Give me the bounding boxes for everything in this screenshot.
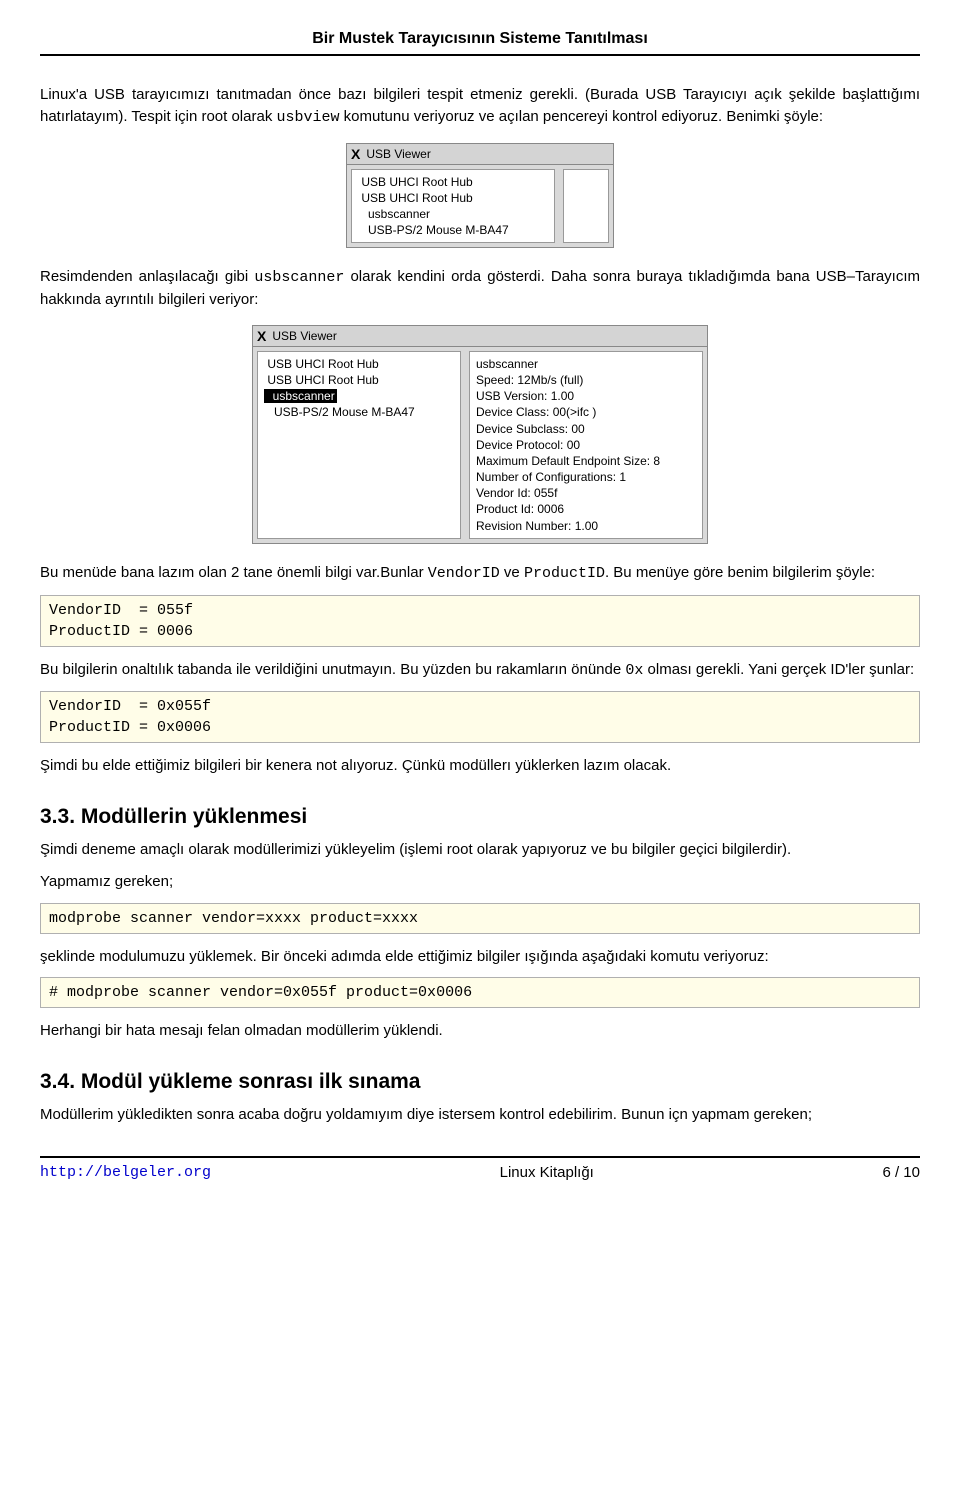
usbscanner-text-a: Resimdenden anlaşılacağı gibi — [40, 268, 254, 285]
footer-url: http://belgeler.org — [40, 1164, 211, 1181]
modprobe-result: Herhangi bir hata mesajı felan olmadan m… — [40, 1020, 920, 1042]
usb-detail-pane: usbscanner Speed: 12Mb/s (full) USB Vers… — [469, 351, 703, 539]
vp-text-mid: ve — [500, 564, 524, 581]
figure-usbviewer-2: X USB Viewer USB UHCI Root Hub USB UHCI … — [40, 325, 920, 544]
vendor-product-paragraph: Bu menüde bana lazım olan 2 tane önemli … — [40, 562, 920, 585]
need-to-do: Yapmamız gereken; — [40, 871, 920, 893]
vp-text-b: . Bu menüye göre benim bilgilerim şöyle: — [605, 564, 875, 581]
usb-tree-pane: USB UHCI Root Hub USB UHCI Root Hub usbs… — [351, 169, 555, 244]
usb-window-titlebar-2: X USB Viewer — [253, 326, 707, 347]
usb-panes: USB UHCI Root Hub USB UHCI Root Hub usbs… — [347, 165, 613, 248]
intro-paragraph: Linux'a USB tarayıcımızı tanıtmadan önce… — [40, 84, 920, 129]
usb-window-title-2: USB Viewer — [272, 329, 336, 343]
vp-text-a: Bu menüde bana lazım olan 2 tane önemli … — [40, 564, 428, 581]
usb-window-titlebar: X USB Viewer — [347, 144, 613, 165]
tree-line-1: USB UHCI Root Hub — [264, 357, 379, 371]
figure-usbviewer-1: X USB Viewer USB UHCI Root Hub USB UHCI … — [40, 143, 920, 249]
zerox-term: 0x — [625, 662, 643, 679]
usbscanner-term: usbscanner — [254, 269, 344, 286]
usb-window-title: USB Viewer — [366, 147, 430, 161]
section-33-heading: 3.3. Modüllerin yüklenmesi — [40, 805, 920, 829]
section-34-heading: 3.4. Modül yükleme sonrası ilk sınama — [40, 1070, 920, 1094]
usbview-command: usbview — [276, 109, 339, 126]
usb-panes-2: USB UHCI Root Hub USB UHCI Root Hub usbs… — [253, 347, 707, 543]
usb-viewer-window-2: X USB Viewer USB UHCI Root Hub USB UHCI … — [252, 325, 708, 544]
code-vendor-product: VendorID = 055f ProductID = 0006 — [40, 595, 920, 647]
page-footer: http://belgeler.org Linux Kitaplığı 6 / … — [40, 1156, 920, 1181]
intro-text-b: komutunu veriyoruz ve açılan pencereyi k… — [340, 108, 824, 125]
usbscanner-paragraph: Resimdenden anlaşılacağı gibi usbscanner… — [40, 266, 920, 311]
footer-center: Linux Kitaplığı — [500, 1164, 594, 1181]
hex-text-a: Bu bilgilerin onaltılık tabanda ile veri… — [40, 661, 625, 678]
tree-line-selected: usbscanner — [264, 389, 337, 403]
code-modprobe-actual: # modprobe scanner vendor=0x055f product… — [40, 977, 920, 1008]
footer-page-number: 6 / 10 — [882, 1164, 920, 1181]
usb-viewer-window-1: X USB Viewer USB UHCI Root Hub USB UHCI … — [346, 143, 614, 249]
hex-text-b: olması gerekli. Yani gerçek ID'ler şunla… — [643, 661, 914, 678]
code-modprobe-template: modprobe scanner vendor=xxxx product=xxx… — [40, 903, 920, 934]
code-vendor-product-hex: VendorID = 0x055f ProductID = 0x0006 — [40, 691, 920, 743]
productid-term: ProductID — [524, 565, 605, 582]
page: Bir Mustek Tarayıcısının Sisteme Tanıtıl… — [0, 0, 960, 1201]
window-x-icon-2: X — [257, 328, 266, 344]
hex-paragraph: Bu bilgilerin onaltılık tabanda ile veri… — [40, 659, 920, 682]
modprobe-intro: Şimdi deneme amaçlı olarak modüllerimizi… — [40, 839, 920, 861]
modprobe-explain: şeklinde modulumuzu yüklemek. Bir önceki… — [40, 946, 920, 968]
post-load-test: Modüllerim yükledikten sonra acaba doğru… — [40, 1104, 920, 1126]
window-x-icon: X — [351, 146, 360, 162]
note-paragraph: Şimdi bu elde ettiğimiz bilgileri bir ke… — [40, 755, 920, 777]
page-header-title: Bir Mustek Tarayıcısının Sisteme Tanıtıl… — [40, 30, 920, 56]
tree-line-4: USB-PS/2 Mouse M-BA47 — [264, 405, 415, 419]
vendorid-term: VendorID — [428, 565, 500, 582]
usb-tree-pane-2: USB UHCI Root Hub USB UHCI Root Hub usbs… — [257, 351, 461, 539]
usb-detail-pane-empty — [563, 169, 609, 244]
tree-line-2: USB UHCI Root Hub — [264, 373, 379, 387]
